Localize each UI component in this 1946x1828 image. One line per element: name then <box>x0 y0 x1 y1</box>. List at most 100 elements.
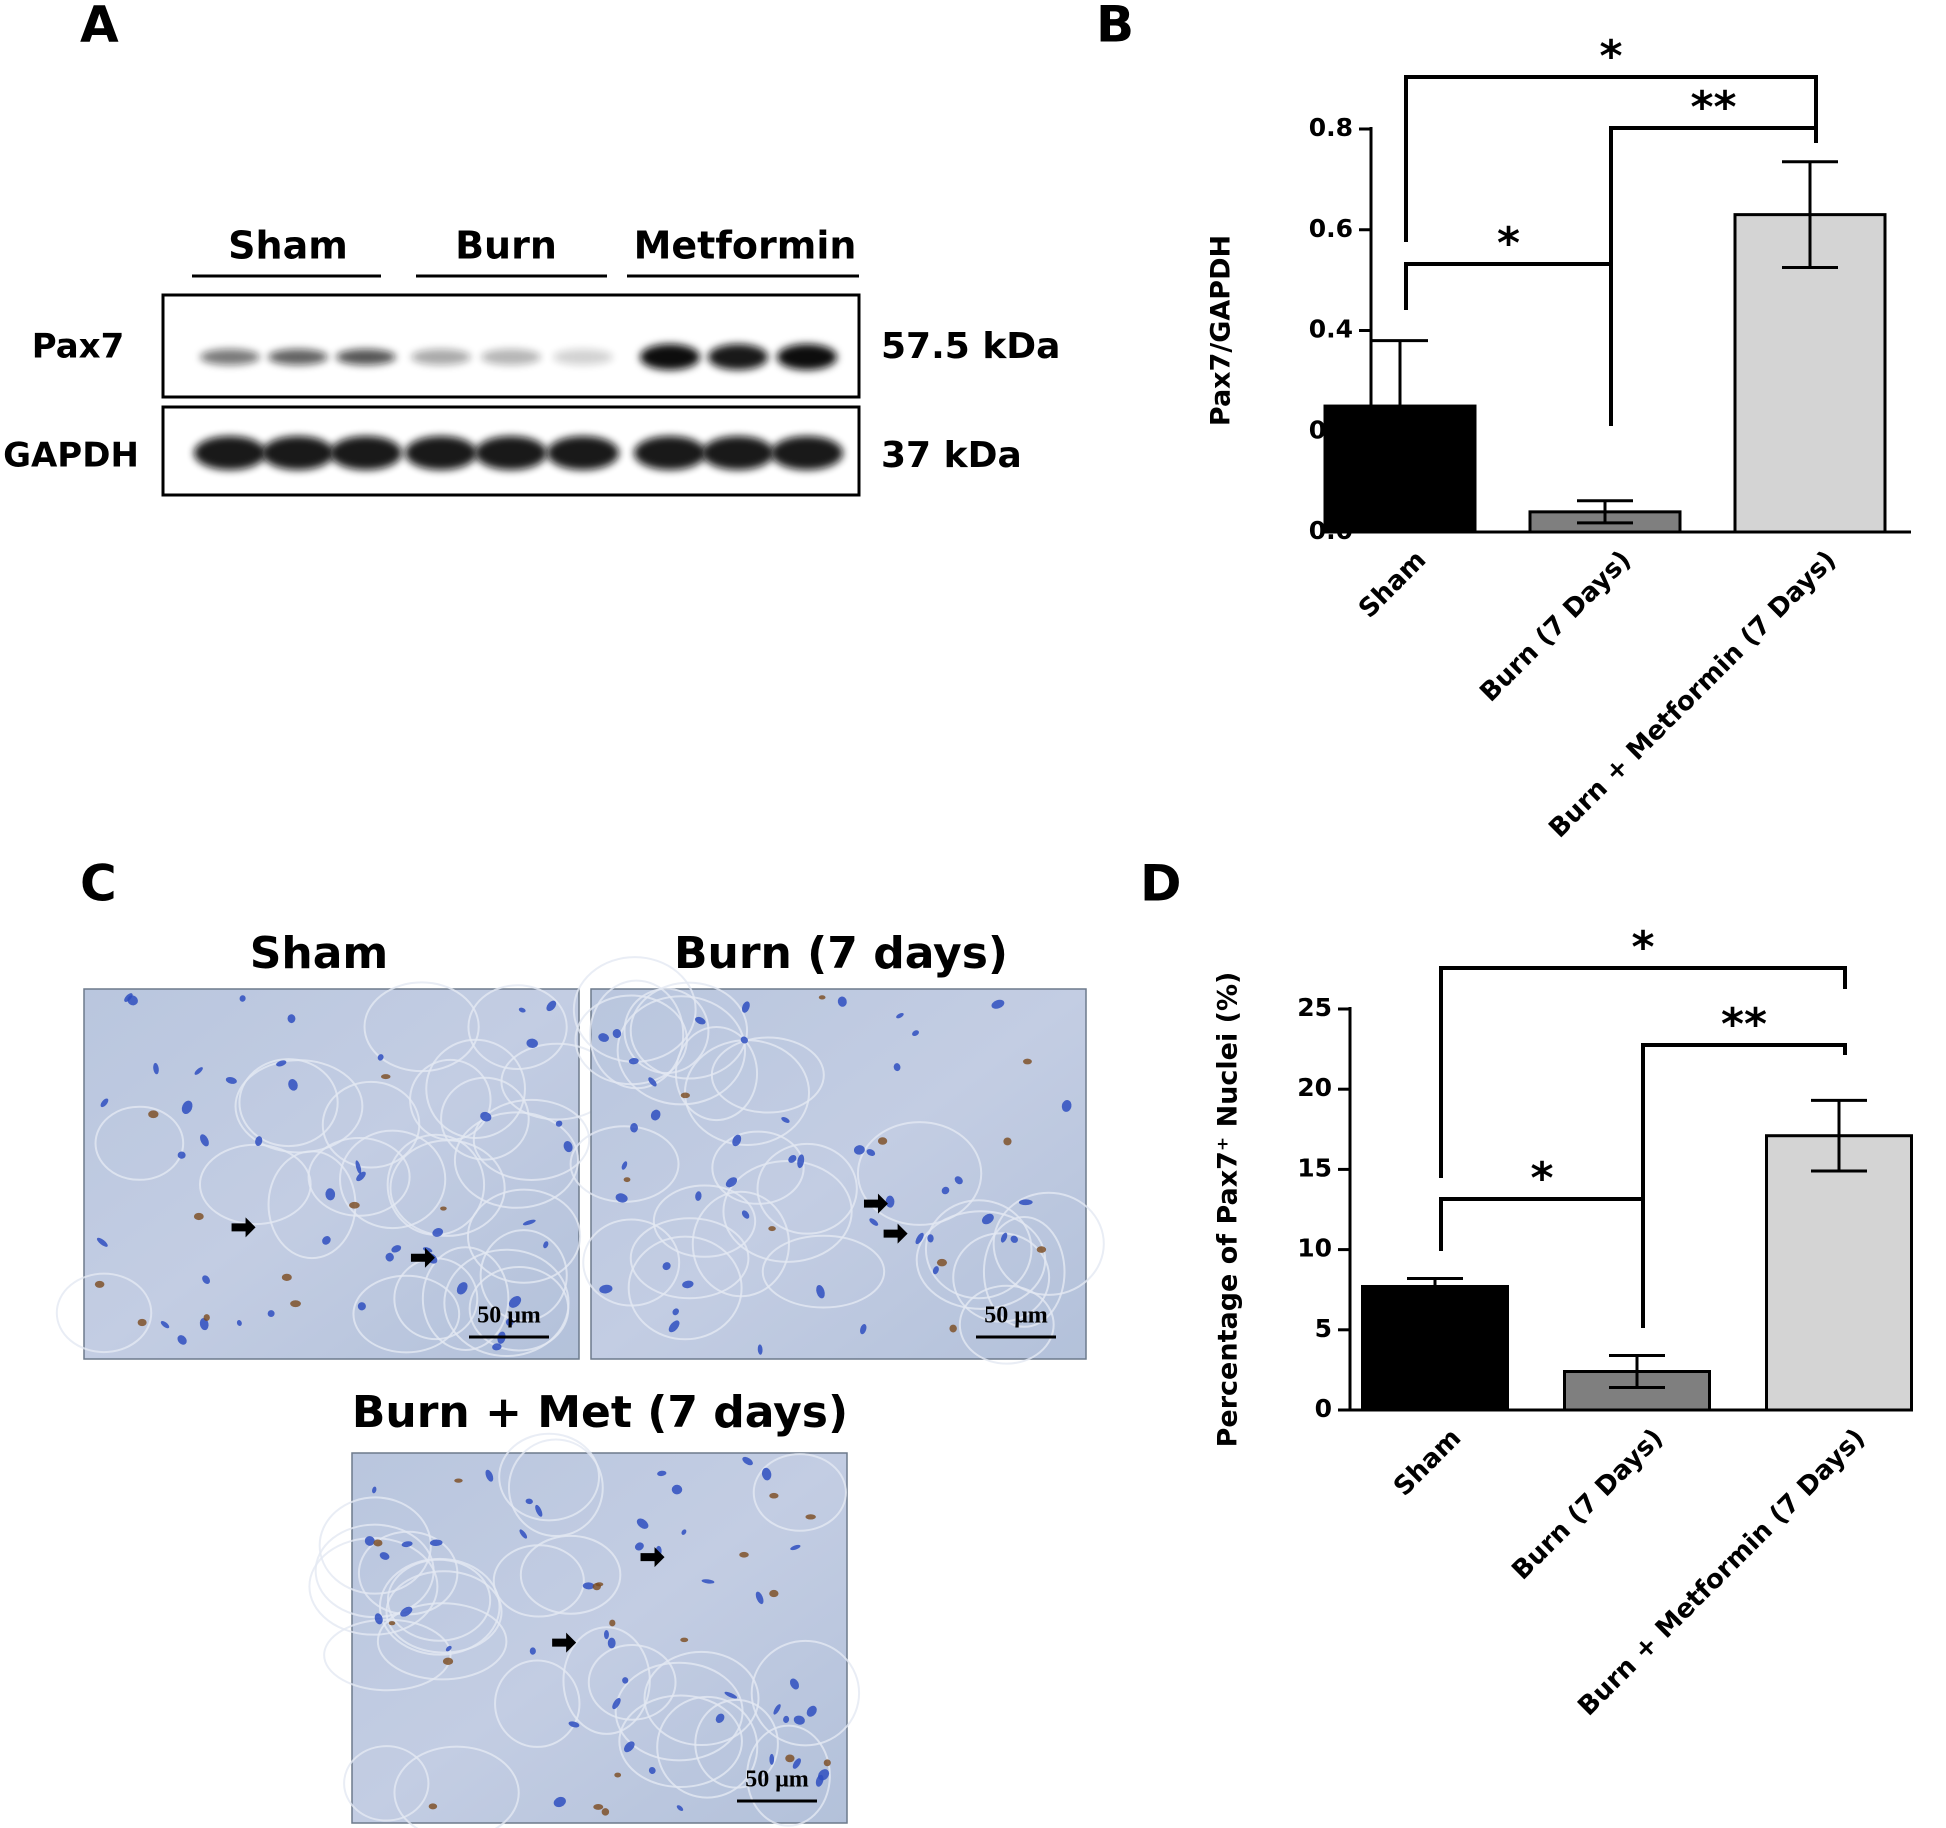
band <box>553 349 613 365</box>
muscle-fiber <box>674 1025 759 1122</box>
nucleus <box>563 1141 573 1153</box>
stained-cell <box>349 1201 360 1209</box>
muscle-fiber <box>494 1659 581 1748</box>
y-tick-label: 0.6 <box>1309 214 1353 243</box>
nucleus <box>885 1195 895 1208</box>
stained-cell <box>1036 1246 1047 1253</box>
nucleus <box>896 1012 904 1019</box>
band <box>475 436 547 470</box>
nucleus <box>701 1579 715 1584</box>
nucleus <box>806 1705 817 1717</box>
stained-cell <box>614 1772 622 1778</box>
nucleus <box>543 1241 549 1249</box>
nucleus <box>508 1296 522 1308</box>
nucleus <box>628 1057 639 1065</box>
muscle-fiber <box>238 1058 339 1148</box>
nucleus <box>100 1098 109 1108</box>
panel-label: B <box>1096 0 1134 54</box>
nucleus <box>853 1145 865 1155</box>
nucleus <box>599 1284 613 1294</box>
muscle-fiber <box>587 1644 677 1721</box>
stained-cell <box>936 1258 948 1267</box>
nucleus <box>267 1310 275 1318</box>
size-label: 57.5 kDa <box>881 326 1060 367</box>
arrow <box>640 1547 665 1568</box>
nucleus <box>981 1213 994 1225</box>
nucleus <box>96 1237 108 1247</box>
stained-cell <box>823 1759 831 1767</box>
nucleus <box>535 1504 543 1517</box>
band <box>330 436 402 470</box>
nucleus <box>783 1715 790 1723</box>
nucleus <box>741 1210 750 1219</box>
nucleus <box>400 1606 413 1617</box>
stained-cell <box>94 1280 105 1288</box>
nucleus <box>648 1766 656 1774</box>
stained-cell <box>281 1273 292 1281</box>
nucleus <box>181 1100 193 1115</box>
nucleus <box>127 995 138 1006</box>
nucleus <box>927 1234 934 1243</box>
nucleus <box>682 1280 694 1289</box>
scale-bar-label: 50 μm <box>745 1767 809 1793</box>
micrograph <box>351 1452 848 1824</box>
nucleus <box>379 1552 390 1560</box>
group-label: Metformin <box>634 224 857 268</box>
y-axis-label: Pax7/GAPDH <box>1206 235 1237 426</box>
image-title: Burn + Met (7 days) <box>352 1387 848 1438</box>
band <box>777 344 837 370</box>
nucleus <box>194 1067 203 1075</box>
protein-label: GAPDH <box>3 436 139 476</box>
significance-label: * <box>1530 1153 1553 1204</box>
nucleus <box>177 1151 186 1159</box>
significance-label: ** <box>1690 82 1736 133</box>
significance-bracket <box>1404 262 1613 426</box>
significance-label: ** <box>1721 999 1767 1050</box>
muscle-fiber <box>467 984 568 1070</box>
muscle-fiber <box>629 1217 750 1300</box>
stained-cell <box>1023 1058 1032 1065</box>
y-tick-label: 20 <box>1297 1073 1332 1102</box>
nucleus <box>276 1060 287 1067</box>
muscle-fiber <box>623 987 710 1074</box>
x-tick-label: Burn (7 Days) <box>1474 545 1637 708</box>
muscle-fiber <box>629 981 749 1080</box>
nucleus <box>612 1698 621 1710</box>
nucleus <box>325 1188 336 1201</box>
y-tick-label: 10 <box>1297 1234 1332 1263</box>
muscle-fiber <box>589 979 685 1090</box>
muscle-fiber <box>924 1199 1033 1300</box>
nucleus <box>522 1219 536 1226</box>
stained-cell <box>290 1300 301 1308</box>
nucleus <box>525 1498 533 1505</box>
nucleus <box>357 1302 366 1311</box>
y-tick-label: 0.4 <box>1309 315 1353 344</box>
band <box>640 344 700 370</box>
nucleus <box>790 1544 801 1551</box>
nucleus <box>792 1758 801 1769</box>
nucleus <box>288 1079 298 1091</box>
nucleus <box>568 1721 580 1728</box>
group-label: Burn <box>455 224 557 268</box>
muscle-fiber <box>376 1602 508 1681</box>
nucleus <box>742 1456 753 1466</box>
nucleus <box>741 1001 750 1013</box>
band <box>268 349 328 365</box>
nucleus <box>355 1160 362 1174</box>
stained-cell <box>592 1583 601 1591</box>
muscle-fiber <box>756 1142 858 1235</box>
micrographs: 50 μm 50 μm 50 μm <box>55 956 1105 1828</box>
error-bar <box>1372 339 1428 474</box>
stained-cell <box>768 1226 776 1232</box>
muscle-fiber <box>656 1695 759 1799</box>
muscle-fiber <box>618 1694 743 1789</box>
stained-cell <box>203 1314 210 1321</box>
stained-cell <box>440 1206 447 1211</box>
muscle-fiber <box>752 1453 847 1532</box>
nucleus <box>356 1171 366 1182</box>
stained-cell <box>877 1137 888 1145</box>
muscle-fiber <box>652 1184 757 1258</box>
error-bar <box>1577 499 1633 525</box>
muscle-fiber <box>627 1235 743 1341</box>
nucleus <box>769 1753 775 1765</box>
